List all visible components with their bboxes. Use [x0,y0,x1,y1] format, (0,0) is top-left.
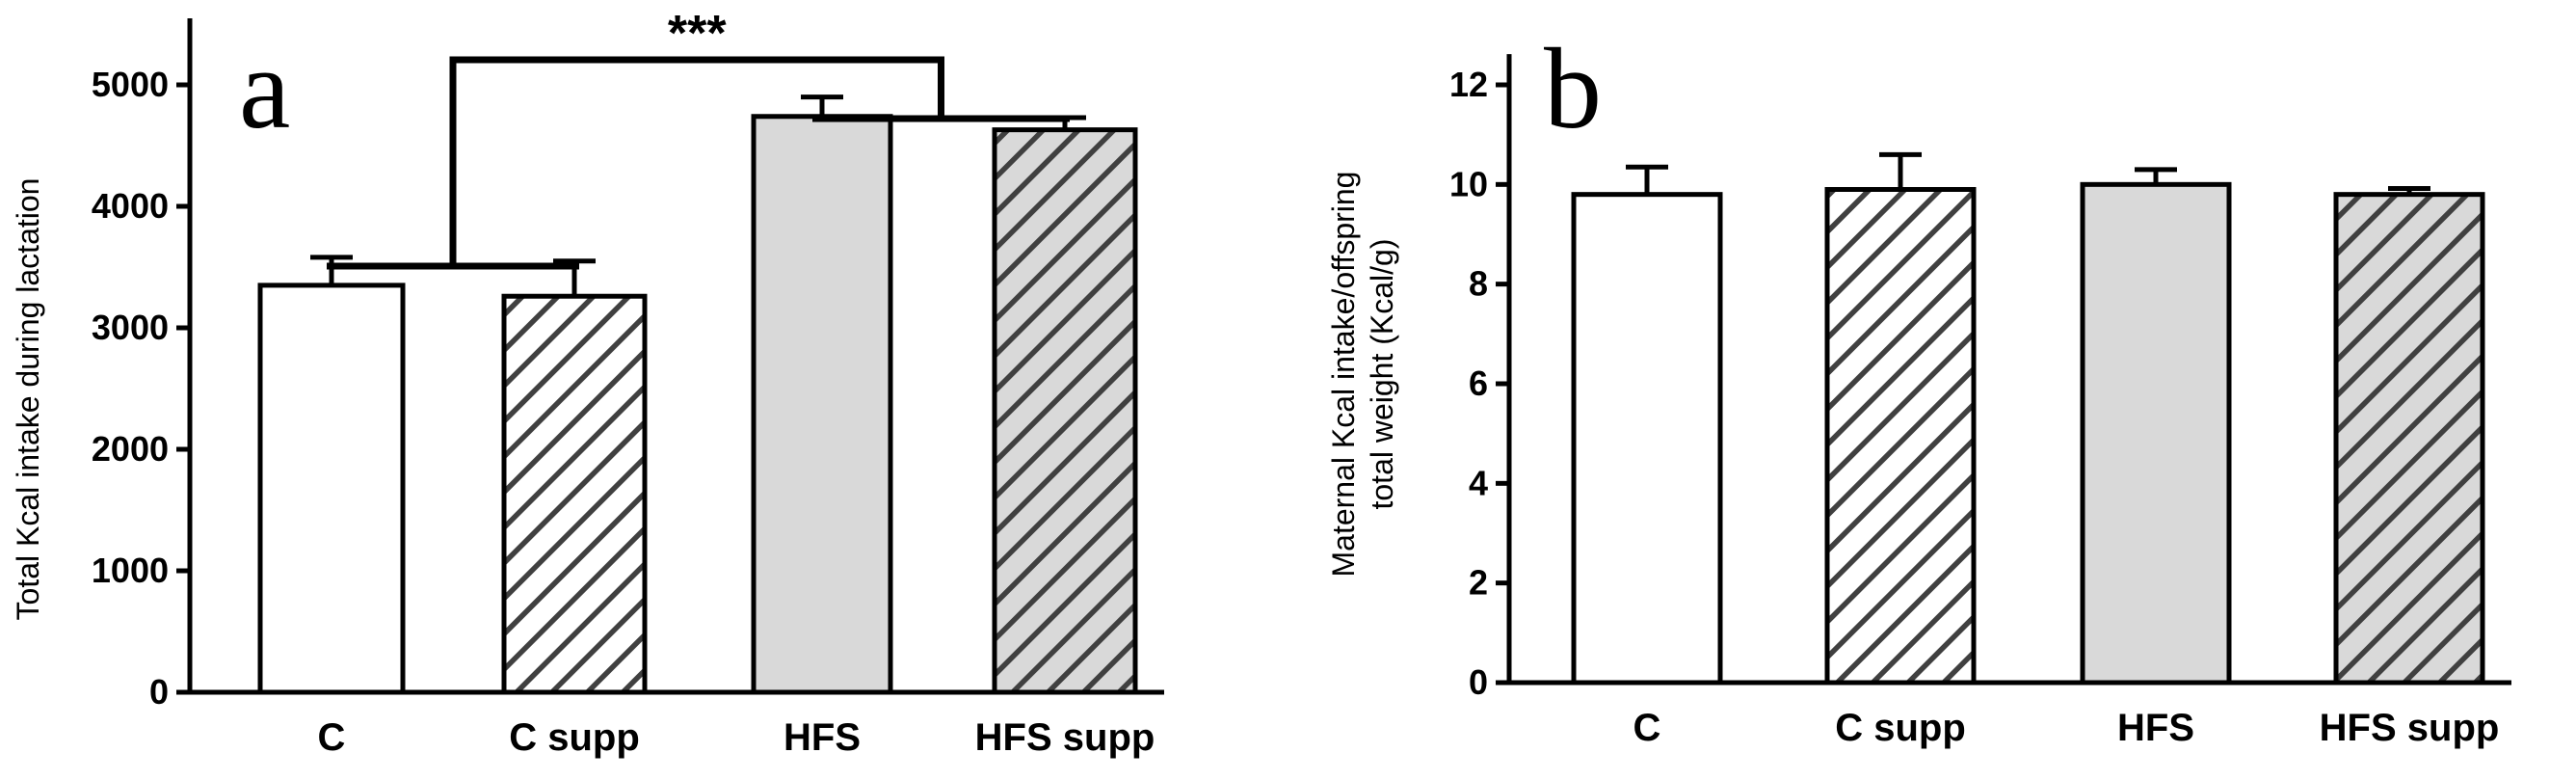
panel-letter: b [1544,24,1602,152]
panel-b-chart: 0 2 4 6 8 10 12 C C supp HFS HFS supp Maternal Kcal… [1326,24,2511,749]
y-tick-label: 3000 [92,308,169,347]
y-tick-label: 0 [149,672,169,712]
panel-letter: a [239,24,290,152]
bar-hfs [2080,181,2232,686]
y-tick-label: 0 [1469,662,1488,702]
x-category-label: C [318,716,346,759]
bar-c [1571,192,1723,686]
x-category-label: HFS supp [975,716,1155,759]
x-category-label: C supp [1835,707,1966,749]
x-category-label: HFS [783,716,861,759]
bar-c-supp [1824,187,1977,686]
y-tick-label: 8 [1469,264,1488,304]
significance-bracket [449,56,944,266]
bar-hfs-supp [992,127,1138,695]
y-axis-label: Total Kcal intake during lactation [11,178,45,621]
bar-c-supp [501,293,648,695]
y-tick-label: 2000 [92,429,169,469]
y-tick-label: 4000 [92,186,169,226]
y-tick-label: 10 [1449,164,1488,203]
y-tick-label: 2 [1469,563,1488,603]
x-category-label: C supp [509,716,640,759]
y-tick-label: 6 [1469,363,1488,403]
x-category-label: C [1633,707,1661,749]
y-tick-label: 12 [1449,65,1488,104]
significance-label: *** [668,6,727,62]
x-category-label: HFS supp [2320,707,2500,749]
y-tick-label: 1000 [92,551,169,590]
x-category-label: HFS [2117,707,2194,749]
bar-c [257,282,406,695]
bar-hfs-supp [2333,192,2485,686]
bar-hfs [751,114,893,695]
panel-a-chart: 0 1000 2000 3000 4000 5000 C C supp HFS HFS supp T… [11,6,1164,759]
y-tick-label: 4 [1469,463,1488,502]
y-tick-label: 5000 [92,65,169,104]
y-axis-label: Maternal Kcal intake/offspring total weig… [1326,172,1399,578]
